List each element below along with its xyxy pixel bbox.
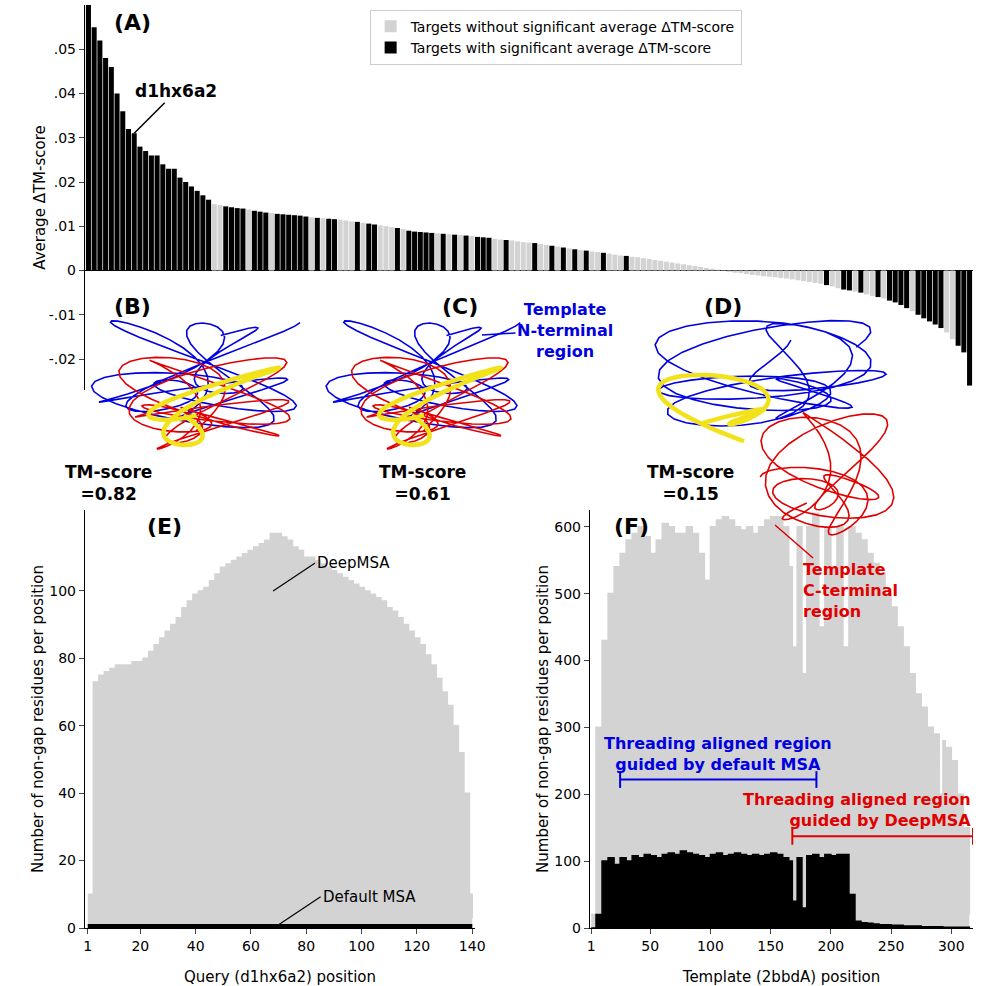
svg-text:1: 1 xyxy=(587,938,596,954)
svg-text:Template (2bbdA) position: Template (2bbdA) position xyxy=(682,968,880,986)
svg-text:100: 100 xyxy=(697,938,724,954)
svg-text:600: 600 xyxy=(554,519,581,535)
svg-text:100: 100 xyxy=(49,583,76,599)
svg-text:.03: .03 xyxy=(54,130,76,146)
svg-text:60: 60 xyxy=(242,938,260,954)
svg-text:Query (d1hx6a2) position: Query (d1hx6a2) position xyxy=(184,968,376,986)
svg-text:(F): (F) xyxy=(614,514,649,539)
svg-text:-.01: -.01 xyxy=(49,307,76,323)
svg-text:50: 50 xyxy=(641,938,659,954)
svg-text:500: 500 xyxy=(554,586,581,602)
svg-text:DeepMSA: DeepMSA xyxy=(317,554,390,572)
svg-text:(A): (A) xyxy=(114,10,151,35)
svg-text:.02: .02 xyxy=(54,174,76,190)
svg-text:Average ΔTM-score: Average ΔTM-score xyxy=(31,125,49,269)
svg-text:20: 20 xyxy=(58,852,76,868)
svg-text:400: 400 xyxy=(554,652,581,668)
svg-text:Targets without significant av: Targets without significant average ΔTM-… xyxy=(410,19,735,35)
svg-text:.01: .01 xyxy=(54,218,76,234)
svg-text:80: 80 xyxy=(58,650,76,666)
svg-text:-.02: -.02 xyxy=(49,351,76,367)
svg-text:300: 300 xyxy=(938,938,965,954)
svg-text:20: 20 xyxy=(131,938,149,954)
svg-text:TemplateC-terminalregion: TemplateC-terminalregion xyxy=(803,560,898,621)
svg-text:200: 200 xyxy=(554,786,581,802)
svg-text:80: 80 xyxy=(297,938,315,954)
svg-text:60: 60 xyxy=(58,718,76,734)
svg-text:Default MSA: Default MSA xyxy=(323,888,416,906)
svg-text:(D): (D) xyxy=(704,294,742,319)
svg-text:d1hx6a2: d1hx6a2 xyxy=(135,81,217,101)
svg-text:0: 0 xyxy=(572,920,581,936)
svg-text:TM-score=0.15: TM-score=0.15 xyxy=(647,462,734,504)
svg-text:1: 1 xyxy=(83,938,92,954)
svg-text:0: 0 xyxy=(67,262,76,278)
svg-text:Threading aligned regionguided: Threading aligned regionguided by defaul… xyxy=(604,734,832,774)
svg-text:TM-score=0.61: TM-score=0.61 xyxy=(379,462,466,504)
svg-text:100: 100 xyxy=(554,853,581,869)
svg-text:(C): (C) xyxy=(442,294,478,319)
svg-text:300: 300 xyxy=(554,719,581,735)
svg-text:.05: .05 xyxy=(54,41,76,57)
svg-text:Number of non-gap residues per: Number of non-gap residues per position xyxy=(29,565,47,873)
svg-text:150: 150 xyxy=(757,938,784,954)
svg-text:200: 200 xyxy=(818,938,845,954)
svg-text:Threading aligned regionguided: Threading aligned regionguided by DeepMS… xyxy=(743,790,971,830)
svg-text:(B): (B) xyxy=(114,294,151,319)
svg-text:Number of non-gap residues per: Number of non-gap residues per position xyxy=(534,565,552,873)
svg-text:40: 40 xyxy=(58,785,76,801)
svg-text:TM-score=0.82: TM-score=0.82 xyxy=(65,462,152,504)
svg-text:250: 250 xyxy=(878,938,905,954)
svg-text:0: 0 xyxy=(67,920,76,936)
svg-text:(E): (E) xyxy=(147,514,182,539)
svg-text:.04: .04 xyxy=(54,85,76,101)
svg-text:140: 140 xyxy=(459,938,486,954)
svg-text:TemplateN-terminalregion: TemplateN-terminalregion xyxy=(517,300,613,361)
svg-text:40: 40 xyxy=(187,938,205,954)
svg-text:100: 100 xyxy=(348,938,375,954)
svg-text:120: 120 xyxy=(404,938,431,954)
svg-text:Targets with significant avera: Targets with significant average ΔTM-sco… xyxy=(410,40,712,56)
